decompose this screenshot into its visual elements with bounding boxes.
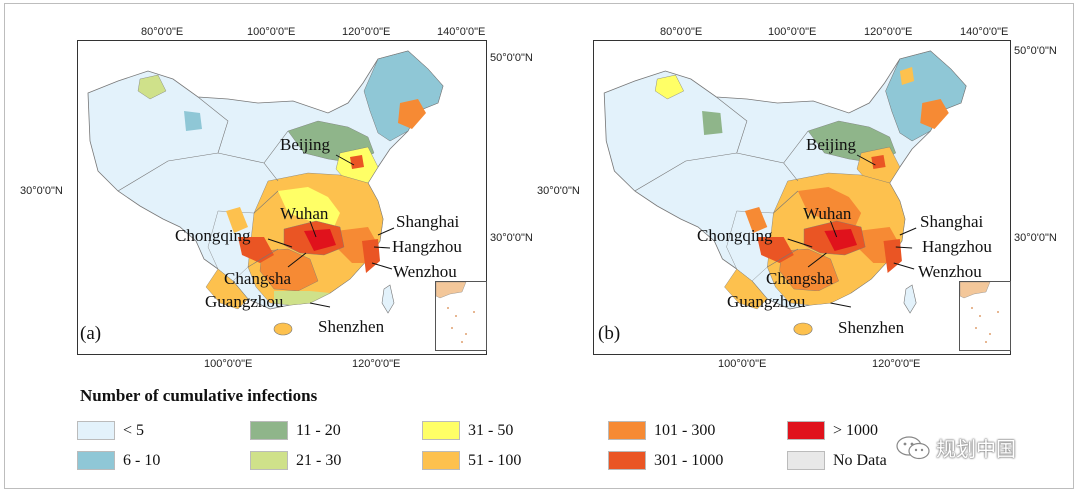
lon-label-bottom-a-0: 100°0'0"E [204,358,253,370]
watermark-text: 规划中国 [936,437,1016,461]
lat-label-right-a-1: 30°0'0"N [490,232,533,244]
city-shanghai-b: Shanghai [920,212,984,231]
legend-item: 301 - 1000 [608,451,723,470]
legend-label: > 1000 [833,421,879,439]
china-map-b [603,50,967,336]
legend-swatch-301-1000 [608,451,646,470]
legend-label: 11 - 20 [296,421,341,439]
legend-item: 11 - 20 [250,421,341,440]
city-shanghai-a: Shanghai [396,212,460,231]
legend-swatch-51-100 [422,451,460,470]
lon-label-bottom-b-1: 120°0'0"E [872,358,921,370]
legend-swatch-11-20 [250,421,288,440]
city-wuhan-b: Wuhan [803,204,852,223]
legend-item: 31 - 50 [422,421,513,440]
legend-label: 101 - 300 [654,421,716,439]
lon-label-top-b-0: 80°0'0"E [660,26,703,38]
lon-label-top-a-1: 100°0'0"E [247,26,296,38]
legend-swatch-no-data [787,451,825,470]
lon-label-top-a-2: 120°0'0"E [342,26,391,38]
map-panel-b [593,40,1011,355]
panel-label-b: (b) [598,323,621,344]
city-guangzhou-a: Guangzhou [205,292,284,311]
legend-swatch-21-30 [250,451,288,470]
city-shenzhen-b: Shenzhen [838,318,905,337]
city-beijing-b: Beijing [806,135,857,154]
city-guangzhou-b: Guangzhou [727,292,806,311]
legend-label: No Data [833,451,887,469]
legend-title: Number of cumulative infections [80,386,318,405]
city-beijing-a: Beijing [280,135,331,154]
lon-label-top-a-0: 80°0'0"E [141,26,184,38]
legend-label: 301 - 1000 [654,451,724,469]
lon-label-top-a-3: 140°0'0"E [437,26,486,38]
lon-label-bottom-a-1: 120°0'0"E [352,358,401,370]
legend-label: 31 - 50 [468,421,514,439]
legend-item: No Data [787,451,887,470]
south-china-sea-inset-b [959,281,1011,351]
lon-label-bottom-b-0: 100°0'0"E [718,358,767,370]
city-shenzhen-a: Shenzhen [318,317,385,336]
china-map-a [87,50,444,336]
city-hangzhou-a: Hangzhou [392,237,462,256]
legend-swatch-31-50 [422,421,460,440]
city-wenzhou-a: Wenzhou [393,262,457,281]
lat-label-left-b: 30°0'0"N [537,185,580,197]
map-panel-a [77,40,487,355]
lon-label-top-b-2: 120°0'0"E [864,26,913,38]
city-changsha-a: Changsha [224,269,292,288]
lon-label-top-b-3: 140°0'0"E [960,26,1009,38]
lat-label-right-b-1: 30°0'0"N [1014,232,1057,244]
city-wenzhou-b: Wenzhou [918,262,982,281]
legend-item: 101 - 300 [608,421,715,440]
city-changsha-b: Changsha [766,269,834,288]
legend-item: 51 - 100 [422,451,521,470]
panel-label-a: (a) [80,323,102,344]
legend-swatch-6-10 [77,451,115,470]
wechat-watermark: 规划中国 [896,433,1016,462]
south-china-sea-inset-a [435,281,487,351]
legend-item: 21 - 30 [250,451,341,470]
legend-label: 51 - 100 [468,451,522,469]
lat-label-right-a-0: 50°0'0"N [490,52,533,64]
legend-label: 6 - 10 [123,451,161,469]
city-hangzhou-b: Hangzhou [922,237,992,256]
lat-label-right-b-0: 50°0'0"N [1014,45,1057,57]
legend-item: > 1000 [787,421,878,440]
city-chongqing-a: Chongqing [175,226,251,245]
lon-label-top-b-1: 100°0'0"E [768,26,817,38]
legend-swatch-gt1000 [787,421,825,440]
legend-item: < 5 [77,421,144,440]
legend-swatch-101-300 [608,421,646,440]
figure-frame [4,3,1074,489]
city-chongqing-b: Chongqing [697,226,773,245]
legend-label: < 5 [123,421,145,439]
legend-item: 6 - 10 [77,451,160,470]
city-wuhan-a: Wuhan [280,204,329,223]
wechat-icon [896,435,930,461]
lat-label-left-a: 30°0'0"N [20,185,63,197]
legend-label: 21 - 30 [296,451,342,469]
legend-swatch-lt5 [77,421,115,440]
